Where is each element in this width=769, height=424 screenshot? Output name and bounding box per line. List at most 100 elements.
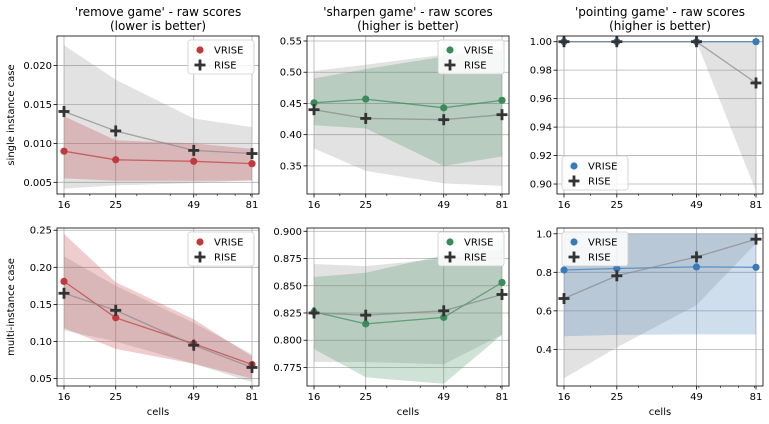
x-tick-label: 49 [690,392,703,403]
point-vrise [613,264,621,273]
point-vrise [560,266,568,274]
legend-label-vrise: VRISE [588,238,617,249]
y-tick-label: 0.98 [530,66,552,77]
point-vrise [362,95,370,103]
y-tick-label: 0.40 [280,130,302,141]
legend-label-rise: RISE [214,61,237,72]
line-rise [313,293,503,316]
y-tick-label: 0.8 [536,268,552,279]
x-tick-label: 25 [359,200,372,211]
x-tick-label: 49 [437,392,450,403]
line-vrise [313,98,503,109]
point-rise [110,304,122,316]
legend-label-rise: RISE [588,253,611,264]
legend: VRISE RISE [187,231,255,267]
x-tick-label: 49 [690,200,703,211]
point-rise [360,112,372,124]
legend-label-rise: RISE [464,253,487,264]
y-tick-label: 0.50 [280,68,302,79]
legend-marker-vrise [570,162,578,170]
y-tick-label: 0.020 [23,61,52,72]
axes-frame [306,35,510,195]
x-tick-label: 16 [308,392,321,403]
point-rise [246,361,258,373]
legend-marker-rise [444,59,456,71]
legend: VRISE RISE [561,231,629,267]
band-vrise [314,50,502,166]
legend-label-rise: RISE [588,177,611,188]
y-tick-label: 0.800 [273,336,302,347]
chart-title: 'pointing game' - raw scores [575,5,745,19]
axes-frame [56,227,260,387]
point-rise [188,339,200,351]
x-tick-label: 25 [109,392,122,403]
point-vrise [692,263,701,271]
series-layer [313,238,503,384]
y-tick-label: 0.94 [530,123,552,134]
series-layer [63,45,253,189]
y-tick-label: 0.015 [23,100,52,111]
axes-frame [556,227,764,387]
legend: VRISE RISE [561,155,629,191]
x-axis-label: cells [147,407,169,418]
x-tick-label: 25 [109,200,122,211]
x-tick-label: 49 [187,200,200,211]
series-layer [564,41,757,192]
line-rise [313,109,503,121]
point-rise [750,233,762,245]
point-rise [438,305,450,317]
y-tick-label: 0.010 [23,139,52,150]
legend: VRISE RISE [437,39,505,75]
point-vrise [248,160,256,168]
point-vrise [112,314,120,322]
axes-frame [556,35,764,195]
y-tick-label: 0.55 [280,36,302,47]
legend-marker-vrise [196,238,204,246]
point-rise [58,287,70,299]
legend-label-rise: RISE [214,253,237,264]
point-rise [58,105,70,117]
chart-pointing-single: 16 25 49 81 0.90 0.92 0.94 0.96 0.98 1.00 'pointin… [530,5,764,211]
y-tick-label: 0.825 [273,308,302,319]
axes-frame [306,227,510,387]
point-vrise [310,99,318,107]
point-vrise [362,320,370,328]
legend-marker-rise [444,251,456,263]
band-rise [564,233,756,379]
point-vrise [60,147,68,155]
legend-marker-vrise [570,238,578,246]
y-tick-label: 0.92 [530,151,552,162]
y-tick-label: 1.0 [536,229,552,240]
legend-label-vrise: VRISE [588,162,617,173]
legend-marker-vrise [446,238,454,246]
x-tick-label: 81 [496,392,509,403]
point-rise [690,251,702,263]
band-vrise [64,233,252,379]
legend-marker-rise [194,59,206,71]
point-vrise [440,313,448,321]
point-rise [438,114,450,126]
x-tick-label: 25 [610,392,623,403]
y-tick-label: 0.4 [536,345,552,356]
y-tick-label: 0.775 [273,363,302,374]
legend-marker-rise [568,175,580,187]
chart-title: 'sharpen game' - raw scores [323,5,493,19]
legend-label-vrise: VRISE [464,238,493,249]
y-tick-label: 0.005 [23,178,52,189]
x-tick-label: 25 [359,392,372,403]
legend: VRISE RISE [187,39,255,75]
x-tick-label: 25 [610,200,623,211]
chart-pointing-multi: 16 25 49 81 0.4 0.6 0.8 1.0 cells VRISE RISE [536,227,764,418]
point-vrise [498,278,506,287]
band-rise [64,256,252,383]
y-tick-label: 0.35 [280,161,302,172]
x-tick-label: 16 [58,392,71,403]
line-rise [63,110,253,155]
y-axis-label: single instance case [6,64,17,165]
point-vrise [440,104,448,112]
point-vrise [190,157,198,165]
x-tick-label: 16 [308,200,321,211]
x-tick-label: 16 [558,392,571,403]
point-rise [246,148,258,160]
